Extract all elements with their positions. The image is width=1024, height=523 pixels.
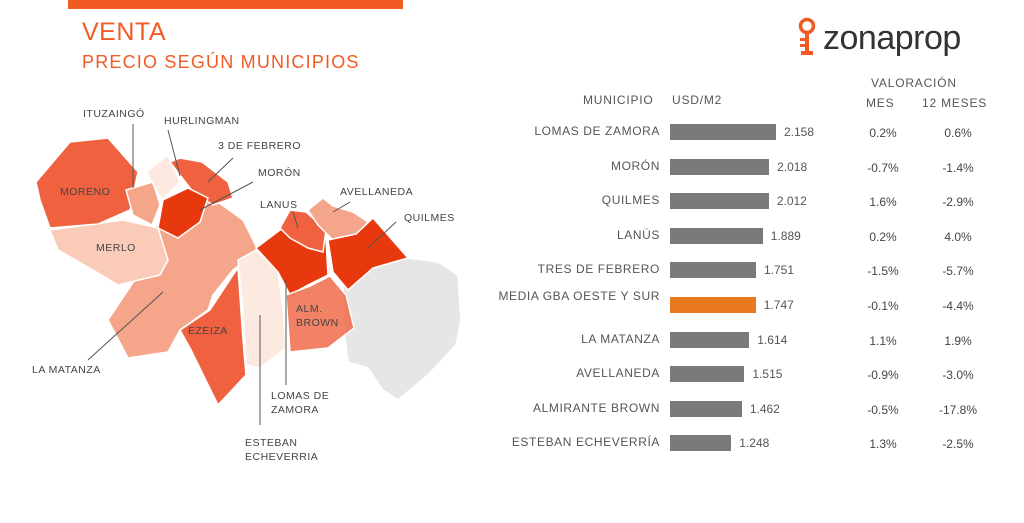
- mes-value: -0.7%: [867, 160, 899, 175]
- row-label: ALMIRANTE BROWN: [532, 400, 660, 415]
- bar: [670, 435, 732, 452]
- bar-value-label: 1.889: [770, 228, 801, 243]
- map-label-tres-de-febrero: 3 DE FEBRERO: [218, 140, 301, 152]
- bar-value-label: 1.248: [739, 436, 770, 451]
- bar-value-label: 1.751: [764, 263, 795, 278]
- row-label: QUILMES: [601, 193, 660, 208]
- municipios-map: ITUZAINGÓ HURLINGMAN 3 DE FEBRERO MORÓN …: [32, 107, 462, 463]
- map-region-ituzaingo: [125, 181, 161, 227]
- zonaprop-logo: zonaprop: [795, 16, 961, 60]
- header-valoracion: VALORACIÓN: [871, 76, 957, 90]
- row-label: ESTEBAN ECHEVERRÍA: [511, 435, 660, 450]
- map-region-caba: [342, 257, 462, 401]
- bar: [670, 227, 763, 244]
- bar: [670, 331, 750, 348]
- row-label: MEDIA GBA OESTE Y SUR: [498, 289, 660, 303]
- map-label-lomas-1: LOMAS DE: [271, 390, 329, 402]
- bar: [670, 262, 756, 279]
- mes-value: -0.1%: [867, 299, 899, 313]
- header-mes: MES: [866, 96, 895, 110]
- doce-meses-value: 1.9%: [944, 333, 972, 348]
- doce-meses-value: 0.6%: [944, 126, 972, 140]
- bar: [670, 193, 769, 210]
- map-region-ezeiza: [179, 265, 247, 407]
- map-label-moron: MORÓN: [258, 166, 301, 179]
- map-label-quilmes: QUILMES: [404, 212, 455, 224]
- map-label-lomas-2: ZAMORA: [271, 404, 319, 416]
- map-leader-lines: [87, 124, 397, 425]
- mes-value: -0.9%: [867, 368, 899, 383]
- map-label-moreno: MORENO: [60, 186, 110, 198]
- bar: [670, 400, 742, 417]
- map-label-avellaneda: AVELLANEDA: [340, 186, 413, 198]
- top-accent-bar: [68, 0, 403, 9]
- doce-meses-value: -3.0%: [942, 368, 974, 383]
- bar-value-label: 1.614: [757, 332, 788, 347]
- map-label-merlo: MERLO: [96, 242, 136, 254]
- mes-value: 1.3%: [869, 437, 897, 452]
- bar-value-label: 1.747: [763, 298, 794, 312]
- page-subtitle: PRECIO SEGÚN MUNICIPIOS: [82, 52, 360, 72]
- bar: [670, 124, 776, 140]
- bar-value-label: 2.018: [777, 159, 808, 174]
- mes-value: 0.2%: [869, 126, 897, 140]
- doce-meses-value: -5.7%: [942, 264, 974, 279]
- bar: [670, 158, 770, 175]
- row-label: TRES DE FEBRERO: [537, 262, 660, 277]
- doce-meses-value: -17.8%: [938, 402, 978, 417]
- row-label: LOMAS DE ZAMORA: [534, 124, 660, 138]
- logo-text: zonaprop: [823, 18, 961, 57]
- map-region-almirante-brown: [285, 275, 355, 353]
- row-label: MORÓN: [611, 158, 660, 173]
- map-label-alm-brown-1: ALM.: [296, 303, 323, 315]
- row-label: LANÚS: [616, 227, 660, 242]
- bar-value-label: 2.158: [784, 125, 815, 139]
- map-region-merlo: [48, 219, 169, 286]
- mes-value: 1.6%: [869, 195, 897, 210]
- mes-value: -0.5%: [867, 402, 899, 417]
- key-icon: [798, 17, 816, 55]
- map-region-quilmes: [327, 216, 410, 292]
- mes-value: 1.1%: [869, 333, 897, 348]
- map-label-esteban-2: ECHEVERRIA: [245, 451, 318, 463]
- doce-meses-value: -2.9%: [942, 195, 974, 210]
- bar-value-label: 2.012: [776, 194, 807, 209]
- doce-meses-value: 4.0%: [944, 229, 972, 244]
- doce-meses-value: -2.5%: [942, 437, 974, 452]
- mes-value: 0.2%: [869, 229, 897, 244]
- page-title: VENTA: [82, 18, 166, 46]
- map-label-alm-brown-2: BROWN: [296, 317, 339, 329]
- bar-value-label: 1.462: [749, 401, 780, 416]
- map-region-moreno: [35, 137, 139, 229]
- map-region-hurlingman: [145, 153, 181, 202]
- map-label-ituzaingo: ITUZAINGÓ: [83, 107, 145, 120]
- map-region-moron: [157, 187, 209, 239]
- header-usd-m2: USD/M2: [672, 93, 723, 107]
- bar: [670, 297, 756, 313]
- doce-meses-value: -4.4%: [942, 299, 974, 313]
- header-12-meses: 12 MESES: [922, 96, 988, 110]
- map-label-ezeiza: EZEIZA: [188, 325, 228, 337]
- doce-meses-value: -1.4%: [942, 160, 974, 175]
- map-label-esteban-1: ESTEBAN: [245, 437, 298, 449]
- bar-value-label: 1.515: [752, 367, 783, 382]
- header-municipio: MUNICIPIO: [583, 93, 654, 107]
- bar: [670, 366, 745, 383]
- row-label: AVELLANEDA: [576, 366, 660, 381]
- map-label-hurlingman: HURLINGMAN: [164, 115, 240, 127]
- map-label-lanus: LANUS: [260, 199, 298, 211]
- map-label-la-matanza: LA MATANZA: [32, 364, 101, 376]
- mes-value: -1.5%: [867, 264, 899, 279]
- row-label: LA MATANZA: [581, 331, 660, 346]
